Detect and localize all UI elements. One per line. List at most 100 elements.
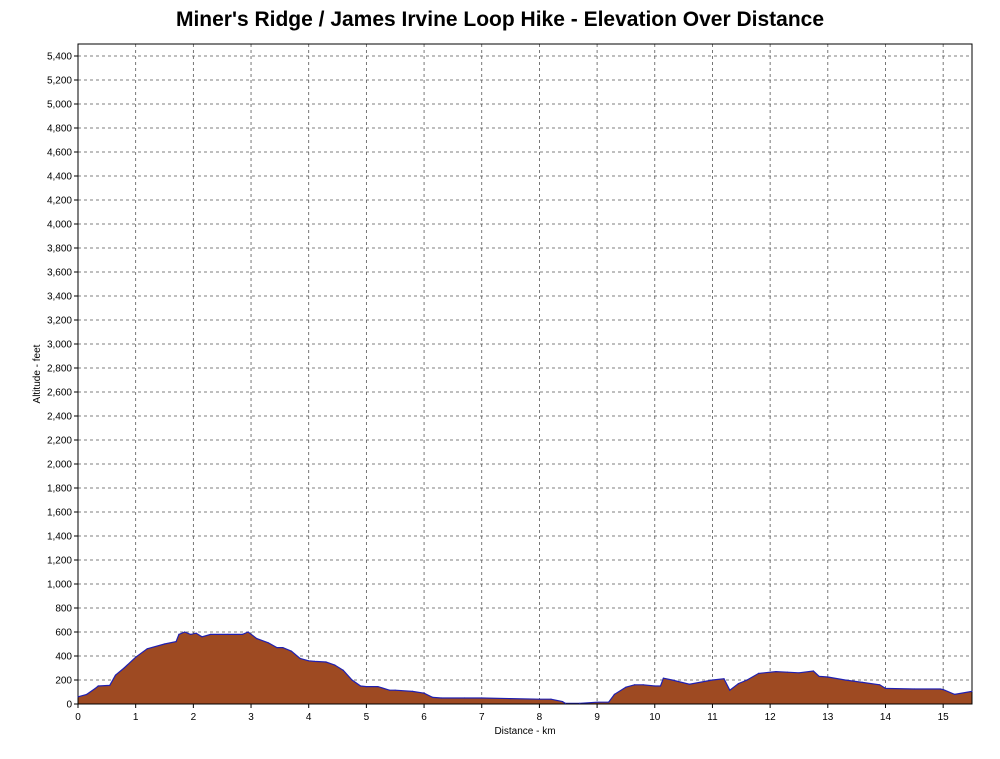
x-tick-label: 9 [594, 712, 600, 723]
x-tick-label: 7 [479, 712, 485, 723]
elevation-point [178, 633, 180, 636]
elevation-point [109, 684, 111, 687]
elevation-point [711, 679, 714, 681]
elevation-point [659, 685, 662, 687]
y-tick-label: 3,600 [47, 268, 72, 279]
elevation-point [942, 689, 944, 691]
x-tick-label: 6 [421, 712, 427, 723]
elevation-point [114, 674, 117, 676]
x-tick-label: 13 [822, 712, 834, 723]
elevation-area [78, 632, 972, 704]
elevation-point [440, 697, 442, 699]
y-tick-label: 5,000 [47, 100, 72, 111]
elevation-point [971, 690, 973, 693]
elevation-point [654, 685, 656, 687]
y-tick-label: 1,800 [47, 484, 72, 495]
elevation-point [360, 685, 362, 687]
y-tick-label: 1,400 [47, 532, 72, 543]
x-tick-label: 2 [191, 712, 197, 723]
y-tick-label: 2,400 [47, 412, 72, 423]
elevation-point [613, 693, 616, 696]
plot-area [78, 44, 972, 704]
y-tick-label: 400 [55, 652, 72, 663]
elevation-point [86, 693, 88, 696]
y-tick-label: 4,200 [47, 196, 72, 207]
chart-title: Miner's Ridge / James Irvine Loop Hike -… [175, 8, 825, 31]
elevation-point [411, 690, 414, 693]
elevation-point [561, 701, 564, 703]
elevation-point [812, 670, 815, 672]
elevation-point [201, 636, 203, 638]
elevation-point [195, 632, 197, 634]
elevation-point [365, 686, 367, 688]
elevation-point [276, 647, 278, 649]
x-tick-label: 12 [765, 712, 777, 723]
elevation-point [939, 688, 941, 690]
elevation-point [227, 633, 229, 636]
elevation-point [184, 631, 186, 633]
elevation-point [308, 660, 310, 662]
elevation-point [671, 679, 673, 681]
y-tick-label: 1,200 [47, 556, 72, 567]
y-tick-label: 2,600 [47, 388, 72, 399]
elevation-point [432, 696, 434, 699]
elevation-point [77, 696, 79, 698]
elevation-point [334, 664, 336, 666]
elevation-point [798, 672, 800, 674]
elevation-point [299, 657, 301, 660]
elevation-point [210, 633, 212, 636]
x-tick-label: 3 [248, 712, 254, 723]
elevation-point [775, 671, 777, 673]
elevation-point [423, 692, 425, 694]
elevation-point [313, 660, 316, 663]
elevation-point [463, 697, 465, 699]
elevation-point [746, 679, 748, 681]
grid-lines [78, 44, 972, 704]
elevation-point [175, 641, 177, 643]
y-tick-label: 2,800 [47, 364, 72, 375]
y-tick-label: 800 [55, 604, 72, 615]
elevation-point [818, 675, 820, 678]
x-tick-label: 4 [306, 712, 312, 723]
elevation-point [538, 698, 541, 700]
y-tick-label: 3,800 [47, 244, 72, 255]
elevation-point [729, 689, 731, 691]
elevation-point [884, 687, 887, 690]
y-tick-label: 5,400 [47, 52, 72, 63]
y-tick-label: 600 [55, 628, 72, 639]
x-tick-label: 15 [938, 712, 950, 723]
elevation-point [737, 683, 740, 685]
y-tick-label: 4,600 [47, 148, 72, 159]
elevation-point [769, 671, 771, 673]
elevation-point [879, 684, 881, 686]
x-tick-label: 10 [649, 712, 661, 723]
elevation-point [564, 702, 567, 705]
y-tick-label: 4,800 [47, 124, 72, 135]
elevation-point [954, 693, 956, 696]
elevation-point [135, 656, 137, 658]
y-tick-label: 0 [66, 700, 72, 711]
elevation-point [688, 683, 691, 685]
x-tick-label: 1 [133, 712, 139, 723]
y-tick-label: 3,400 [47, 292, 72, 303]
y-tick-label: 3,200 [47, 316, 72, 327]
elevation-point [913, 688, 915, 690]
elevation-point [388, 689, 391, 691]
elevation-point [325, 661, 327, 663]
elevation-point [394, 689, 396, 691]
elevation-point [510, 698, 512, 700]
elevation-point [625, 686, 627, 688]
elevation-point [123, 667, 125, 669]
elevation-point [377, 686, 379, 688]
elevation-point [290, 650, 292, 652]
x-axis-label: Distance - km [494, 726, 555, 737]
y-tick-label: 4,000 [47, 220, 72, 231]
elevation-point [351, 679, 353, 681]
elevation-point [723, 678, 725, 680]
x-tick-label: 11 [707, 712, 718, 723]
elevation-point [256, 638, 258, 640]
elevation-point [827, 676, 829, 678]
elevation-point [282, 647, 284, 649]
y-tick-label: 2,200 [47, 436, 72, 447]
